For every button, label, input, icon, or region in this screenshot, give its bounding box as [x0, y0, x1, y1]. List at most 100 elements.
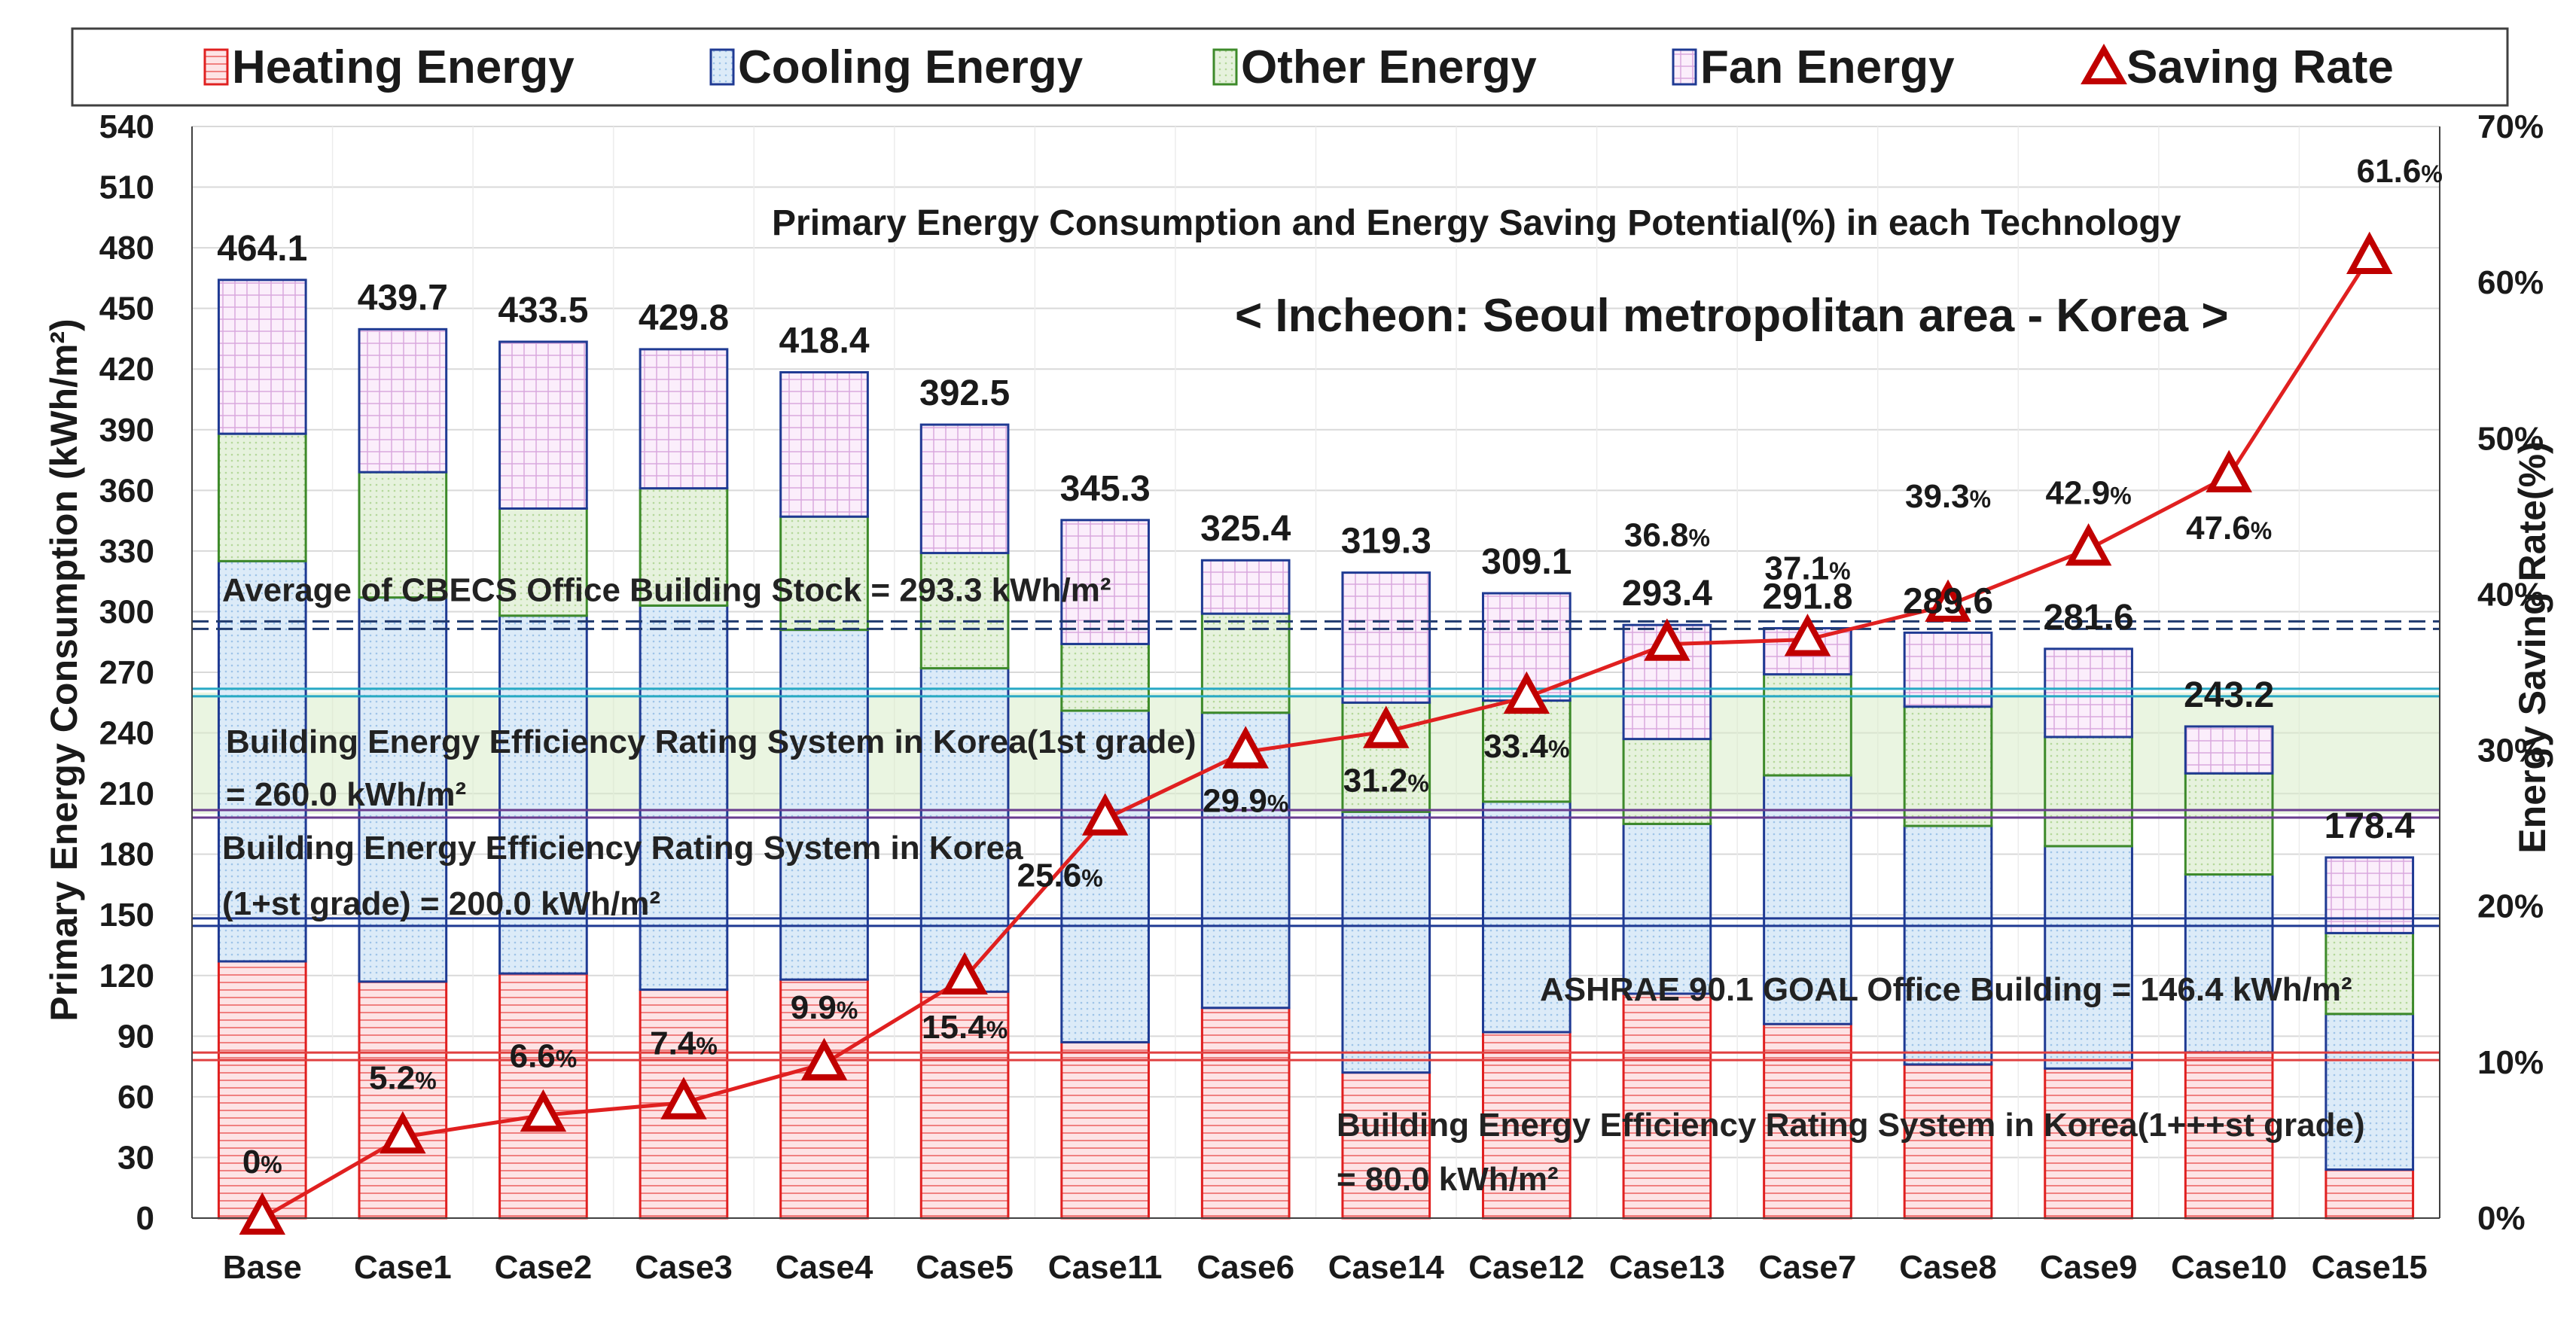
reference-label-cbecs: Average of CBECS Office Building Stock =…	[222, 571, 1111, 608]
y-tick-label: 510	[99, 169, 154, 206]
cooling-segment	[1482, 800, 1572, 1034]
legend-item-cooling: Cooling Energy	[709, 41, 1084, 93]
cooling-segment	[639, 604, 729, 991]
x-tick-label: Case11	[1048, 1249, 1163, 1286]
x-tick-label: Case2	[495, 1249, 593, 1286]
cooling-segment	[2324, 1013, 2415, 1171]
y-tick-label: 120	[99, 958, 154, 995]
saving-rate-label: 37.1%	[1764, 550, 1850, 587]
other-segment	[639, 487, 729, 607]
heating-segment	[217, 960, 307, 1220]
y2-tick-label: 30%	[2477, 733, 2544, 769]
bar-total-label: 392.5	[919, 373, 1010, 413]
cooling-segment	[1622, 822, 1712, 995]
y-tick-label: 60	[117, 1079, 154, 1116]
x-tick-label: Case3	[635, 1249, 733, 1286]
fan-segment	[1060, 519, 1150, 645]
saving-rate-marker	[1222, 726, 1269, 769]
reference-label-korea-1st: = 260.0 kWh/m²	[226, 776, 466, 813]
y-tick-label: 540	[99, 108, 154, 145]
cooling-segment	[779, 629, 869, 981]
bar-total-label: 309.1	[1481, 542, 1572, 582]
saving-rate-marker	[380, 1110, 426, 1154]
legend: Heating Energy Cooling Energy Other Ener…	[71, 27, 2509, 107]
saving-rate-label: 47.6%	[2186, 510, 2272, 547]
saving-rate-marker	[941, 952, 988, 995]
x-tick-label: Case14	[1328, 1249, 1445, 1286]
legend-item-fan: Fan Energy	[1672, 41, 1955, 93]
cooling-segment	[2184, 873, 2274, 1054]
other-segment	[1060, 642, 1150, 712]
y-tick-label: 240	[99, 715, 154, 752]
y2-tick-label: 40%	[2477, 576, 2544, 613]
y-tick-label: 0	[136, 1200, 154, 1237]
saving-rate-label: 36.8%	[1624, 517, 1710, 554]
cooling-segment	[498, 614, 588, 975]
cooling-segment	[1903, 824, 1993, 1066]
fan-segment	[217, 279, 307, 435]
bar-total-label: 439.7	[358, 278, 448, 318]
legend-label-saving-rate: Saving Rate	[2126, 41, 2394, 93]
bar-total-label: 291.8	[1762, 577, 1852, 617]
y-tick-label: 180	[99, 836, 154, 873]
heating-segment	[1060, 1040, 1150, 1220]
x-tick-label: Case4	[776, 1249, 873, 1286]
reference-label-ashrae: ASHRAE 90.1 GOAL Office Building = 146.4…	[1540, 971, 2352, 1008]
y2-tick-label: 10%	[2477, 1044, 2544, 1081]
saving-rate-marker	[1925, 579, 1971, 622]
saving-rate-label: 25.6%	[1017, 857, 1103, 894]
x-tick-label: Case1	[354, 1249, 452, 1286]
x-tick-label: Case12	[1468, 1249, 1584, 1286]
fan-segment	[1200, 559, 1291, 615]
x-tick-label: Base	[223, 1249, 302, 1286]
other-segment	[1622, 738, 1712, 825]
legend-item-other: Other Energy	[1212, 41, 1537, 93]
saving-rate-marker	[239, 1192, 286, 1235]
saving-rate-marker	[1784, 614, 1831, 656]
reference-label-korea-1plus: (1+st grade) = 200.0 kWh/m²	[222, 885, 660, 922]
cooling-segment	[2044, 845, 2133, 1070]
x-tick-label: Case9	[2040, 1249, 2138, 1286]
heating-segment	[1903, 1063, 1993, 1220]
saving-rate-label: 15.4%	[922, 1009, 1008, 1046]
x-tick-label: Case6	[1197, 1249, 1294, 1286]
fan-segment	[919, 423, 1010, 555]
legend-swatch-fan	[1672, 48, 1697, 86]
legend-item-heating: Heating Energy	[203, 41, 575, 93]
legend-swatch-other	[1212, 48, 1238, 86]
saving-rate-label: 61.6%	[2357, 153, 2443, 190]
y-tick-label: 330	[99, 533, 154, 570]
reference-lines-layer	[192, 620, 2440, 1062]
x-tick-label: Case5	[916, 1249, 1014, 1286]
x-tick-label: Case15	[2312, 1249, 2428, 1286]
saving-rate-label: 39.3%	[1905, 478, 1991, 515]
x-tick-label: Case8	[1899, 1249, 1997, 1286]
x-tick-label: Case13	[1609, 1249, 1725, 1286]
axes-layer: 0 30 60 90 120 150 180 210 240 270 300 330 360 390 420…	[99, 108, 2544, 1286]
saving-rate-marker	[2206, 449, 2252, 492]
heating-segment	[919, 990, 1010, 1220]
y-tick-label: 30	[117, 1139, 154, 1176]
bar-total-label: 433.5	[498, 291, 588, 330]
legend-item-saving-rate: Saving Rate	[2081, 41, 2394, 93]
other-segment	[358, 471, 448, 599]
fan-segment	[1341, 571, 1431, 704]
y-tick-label: 480	[99, 230, 154, 267]
legend-swatch-cooling	[709, 48, 735, 86]
other-segment	[919, 552, 1010, 670]
other-segment	[1903, 705, 1993, 827]
y-tick-label: 270	[99, 654, 154, 691]
fan-segment	[498, 340, 588, 510]
other-segment	[1763, 673, 1852, 777]
reference-label-korea-1plus: Building Energy Efficiency Rating System…	[222, 830, 1023, 867]
legend-label-other: Other Energy	[1241, 41, 1537, 93]
bar-total-label: 345.3	[1060, 469, 1151, 509]
heating-segment	[1622, 992, 1712, 1220]
saving-rate-marker	[520, 1089, 567, 1132]
chart-subtitle: < Incheon: Seoul metropolitan area - Kor…	[1235, 290, 2229, 342]
y-tick-label: 360	[99, 472, 154, 509]
y2-axis-title: Energy Saving Rate(%)	[2511, 441, 2553, 853]
other-segment	[1482, 699, 1572, 803]
bar-total-label: 281.6	[2044, 598, 2134, 638]
y-axis-title: Primary Energy Consumption (kWh/m²)	[43, 318, 85, 1021]
